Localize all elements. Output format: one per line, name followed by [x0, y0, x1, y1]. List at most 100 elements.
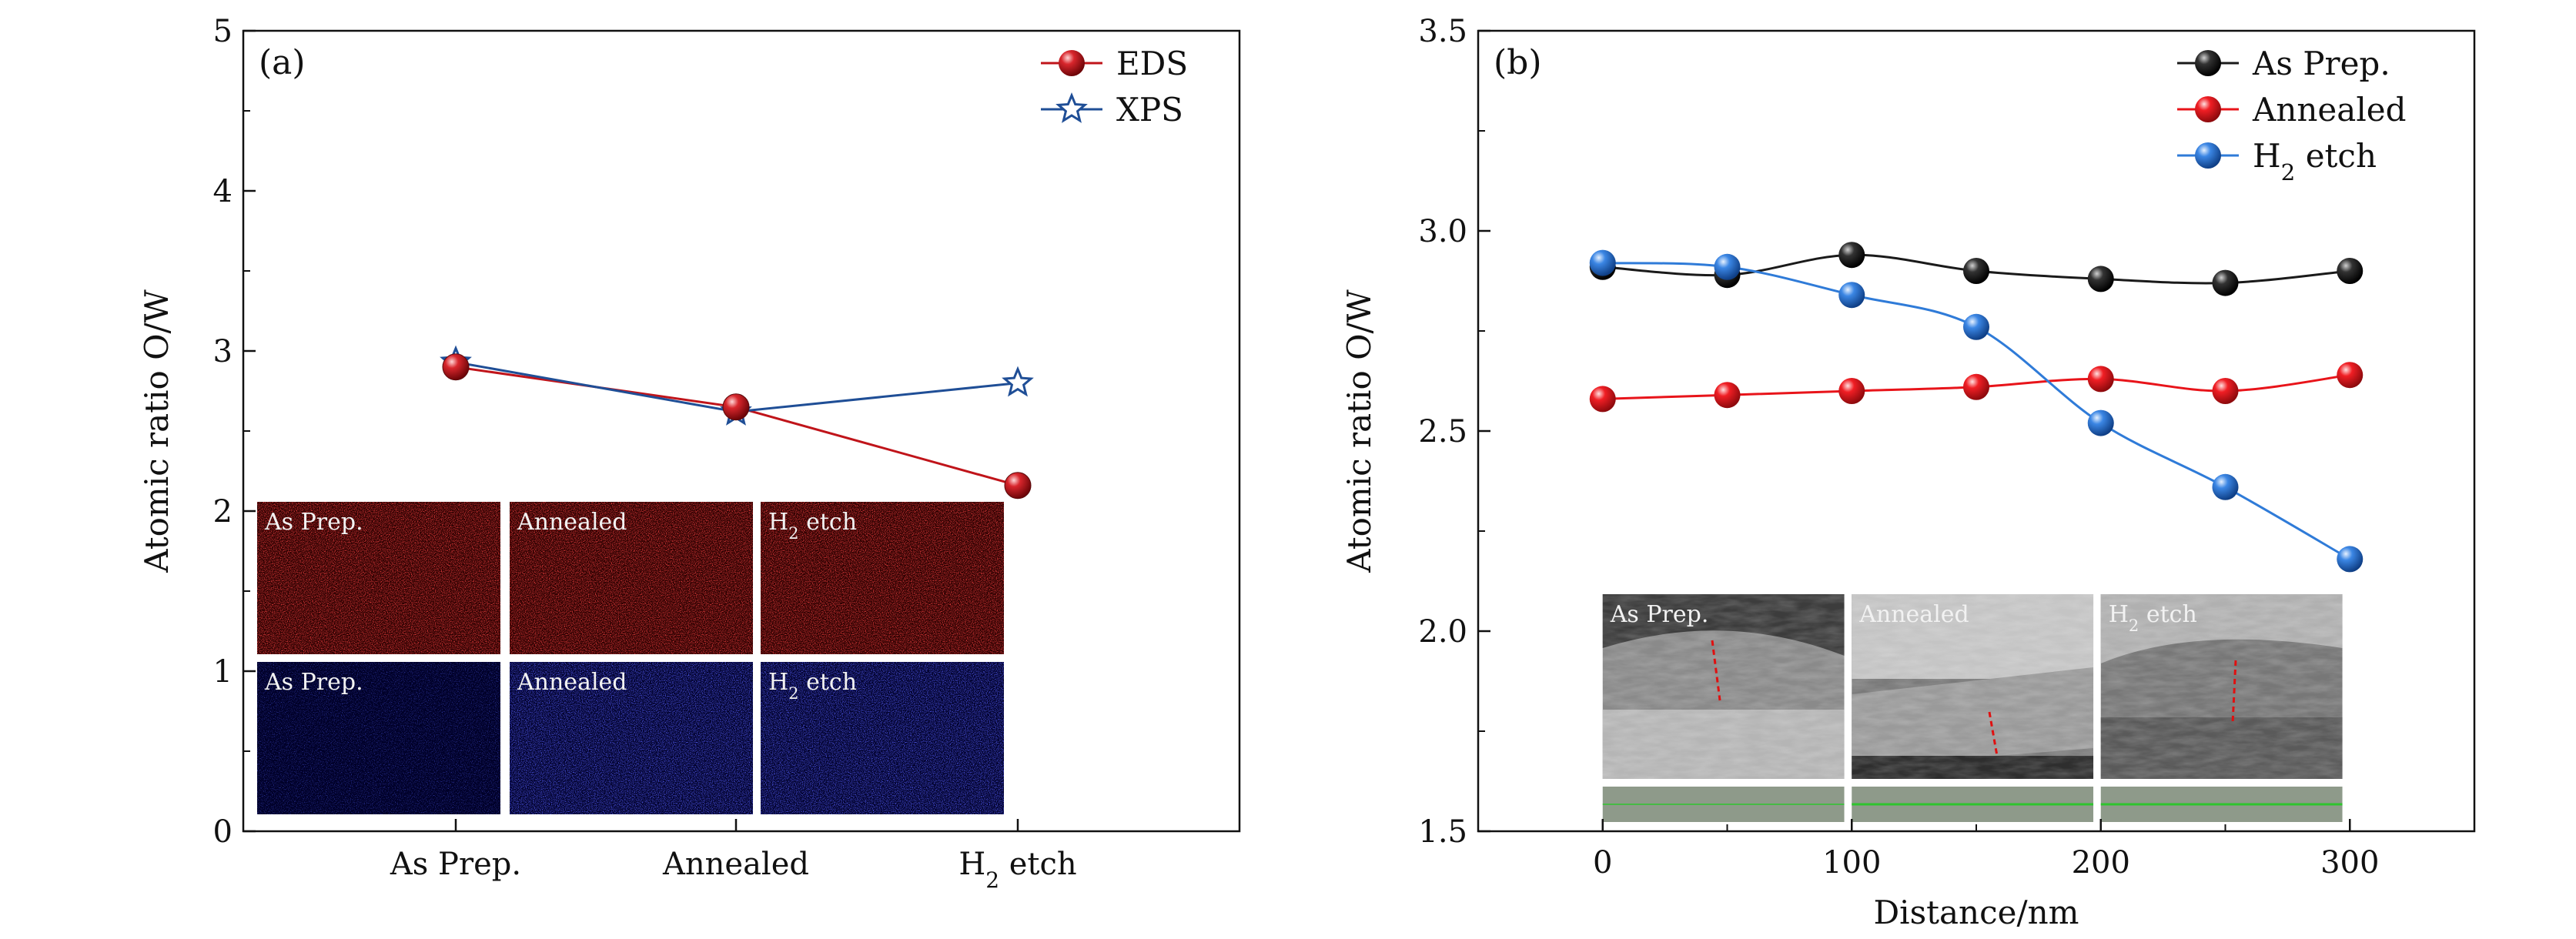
- series-line-3: [1602, 262, 2351, 560]
- x-tick-label: H2 etch: [958, 847, 1076, 893]
- legend-item-3: H2 etch: [2177, 137, 2377, 185]
- y-axis-title-a: Atomic ratio O/W: [138, 289, 176, 573]
- profile-marker: [1988, 711, 1999, 757]
- legend-item-eds: EDS: [1041, 45, 1188, 82]
- data-point-series-3: [1963, 313, 1989, 340]
- y-tick-label: 2.5: [1418, 414, 1467, 449]
- eds-map-label: As Prep.: [264, 669, 363, 696]
- x-axis-b: 0 100 200 300: [1477, 819, 2475, 881]
- x-tick-label: 0: [1593, 845, 1612, 881]
- data-point-series-2: [1714, 382, 1741, 409]
- series-a: [440, 345, 1034, 500]
- eds-map-label: H2 etch: [768, 509, 857, 543]
- y-axis-a: 0 1 2 3 4 5: [213, 14, 256, 850]
- data-point-series-3: [1589, 249, 1616, 276]
- y-tick-label: 5: [213, 14, 233, 49]
- data-point-series-2: [2337, 362, 2364, 389]
- legend-label: H2 etch: [2253, 137, 2377, 185]
- y-tick-label: 0: [213, 814, 233, 850]
- eds-map-label: H2 etch: [768, 669, 857, 703]
- panel-tag-b: (b): [1494, 43, 1542, 82]
- eds-map-label: Annealed: [517, 509, 627, 536]
- legend-item-xps: XPS: [1041, 91, 1183, 129]
- panel-b: (b) As Prep. Annealed H2 etch 1.5 2.0 2.5 3.0…: [1340, 14, 2476, 931]
- legend-a: EDS XPS: [1041, 45, 1188, 129]
- data-point-series-3: [2212, 473, 2239, 500]
- sem-image-label: Annealed: [1858, 601, 1969, 628]
- data-point-eds: [442, 353, 470, 381]
- data-point-series-2: [2212, 378, 2239, 404]
- legend-label: XPS: [1116, 91, 1183, 129]
- eds-map-red-2: Annealed: [510, 502, 753, 654]
- legend-b: As Prep. Annealed H2 etch: [2177, 45, 2407, 185]
- data-point-series-2: [1838, 378, 1865, 404]
- data-point-series-2: [1589, 386, 1616, 413]
- legend-marker: [2195, 142, 2221, 169]
- data-point-series-3: [1714, 253, 1741, 280]
- eds-map-label: Annealed: [517, 669, 627, 696]
- data-point-series-1: [1838, 242, 1865, 269]
- sem-scale-strip: [1602, 787, 1845, 822]
- eds-map-blue-2: Annealed: [510, 662, 753, 814]
- legend-marker: [2195, 50, 2221, 76]
- x-axis-title-b: Distance/nm: [1873, 894, 2079, 931]
- data-point-series-1: [2337, 258, 2364, 284]
- x-tick-label: 100: [1822, 845, 1881, 881]
- x-axis-a: As Prep. Annealed H2 etch: [390, 819, 1077, 893]
- legend-item-1: As Prep.: [2177, 45, 2390, 82]
- y-tick-label: 2: [213, 494, 233, 530]
- data-point-series-1: [2212, 269, 2239, 296]
- sem-image-3: H2 etch: [2100, 594, 2343, 779]
- data-point-series-2: [1963, 373, 1989, 400]
- sem-scale-strip: [1852, 787, 2094, 822]
- eds-map-red-1: As Prep.: [257, 502, 500, 654]
- x-tick-label: Annealed: [662, 847, 809, 882]
- sem-image-label: As Prep.: [1610, 601, 1709, 628]
- y-tick-label: 3.5: [1418, 14, 1467, 49]
- y-tick-label: 3.0: [1418, 214, 1467, 249]
- y-tick-label: 2.0: [1418, 614, 1467, 650]
- eds-map-blue-3: H2 etch: [761, 662, 1004, 814]
- profile-marker: [2231, 660, 2237, 724]
- x-tick-label: 300: [2320, 845, 2379, 881]
- y-tick-label: 1.5: [1418, 814, 1467, 850]
- sem-image-label: H2 etch: [2109, 601, 2197, 635]
- y-axis-title-b: Atomic ratio O/W: [1340, 289, 1378, 573]
- data-point-xps: [1002, 366, 1034, 397]
- legend-marker: [1059, 50, 1085, 76]
- data-point-series-1: [1963, 258, 1989, 284]
- data-point-series-3: [2337, 546, 2364, 573]
- data-point-series-3: [2087, 409, 2114, 436]
- y-tick-label: 3: [213, 334, 233, 369]
- y-tick-label: 4: [213, 174, 233, 209]
- sem-insets: As Prep. Annealed H2 etch: [1602, 594, 2343, 822]
- data-point-eds: [1004, 472, 1032, 500]
- sem-image-2: Annealed: [1852, 594, 2094, 779]
- legend-label: Annealed: [2252, 91, 2407, 129]
- panel-tag-a: (a): [259, 43, 306, 82]
- eds-map-insets: As Prep. Annealed H2 etch As Prep. Annealed H…: [257, 502, 1004, 814]
- eds-map-label: As Prep.: [264, 509, 363, 536]
- data-point-series-2: [2087, 366, 2114, 393]
- x-tick-label: 200: [2072, 845, 2130, 881]
- legend-marker: [2195, 96, 2221, 122]
- profile-marker: [1711, 640, 1721, 701]
- series-b: [1589, 242, 2364, 573]
- panel-a: (a) As Prep. Annealed H2 etch As Prep. Annea…: [138, 14, 1241, 893]
- sem-scale-strip: [2100, 787, 2343, 822]
- y-axis-b: 1.5 2.0 2.5 3.0 3.5: [1418, 14, 1490, 850]
- data-point-series-1: [2087, 266, 2114, 292]
- sem-image-1: As Prep.: [1602, 594, 1845, 779]
- eds-map-blue-1: As Prep.: [257, 662, 500, 814]
- series-line-eds: [455, 366, 1019, 487]
- legend-label: EDS: [1116, 45, 1188, 82]
- eds-map-red-3: H2 etch: [761, 502, 1004, 654]
- y-tick-label: 1: [213, 654, 233, 690]
- legend-marker: [1055, 92, 1088, 123]
- x-tick-label: As Prep.: [390, 847, 521, 882]
- data-point-series-3: [1838, 282, 1865, 309]
- legend-label: As Prep.: [2252, 45, 2390, 82]
- data-point-eds: [722, 393, 750, 421]
- legend-item-2: Annealed: [2177, 91, 2407, 129]
